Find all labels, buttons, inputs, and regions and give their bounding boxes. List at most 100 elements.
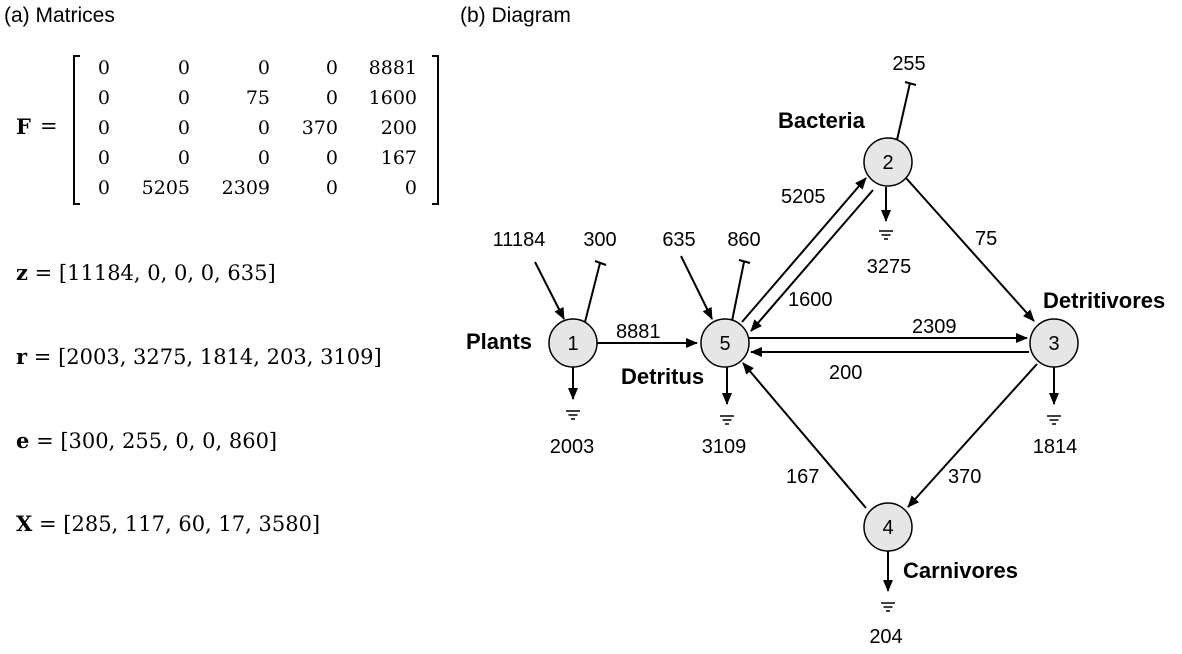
edge-2-to-5 xyxy=(750,189,874,332)
vector-e-equals: = xyxy=(36,429,54,453)
matrix-cell: 0 xyxy=(177,57,190,79)
matrix-cell: 8881 xyxy=(368,57,417,79)
matrix-cell: 0 xyxy=(404,177,417,199)
export-label-1: 300 xyxy=(583,229,616,251)
edge-label-4-5: 167 xyxy=(786,466,819,488)
input-label-5: 635 xyxy=(662,229,695,251)
export-line-2 xyxy=(896,82,911,141)
node-2-name: Bacteria xyxy=(778,108,866,133)
input-arrow-1 xyxy=(534,261,565,320)
matrix-cell: 0 xyxy=(325,177,338,199)
node-5-circle xyxy=(700,318,750,368)
vector-z-value: [11184, 0, 0, 0, 635] xyxy=(58,261,276,285)
matrix-cell: 0 xyxy=(325,147,338,169)
export-label-2: 255 xyxy=(892,53,925,75)
vector-r-label: r xyxy=(16,344,28,369)
ground-icon-1 xyxy=(566,410,580,420)
matrix-cell: 0 xyxy=(97,177,110,199)
node-4-name: Carnivores xyxy=(903,558,1018,583)
ground-icon-3 xyxy=(1047,415,1061,425)
ground-icon-5 xyxy=(720,415,734,425)
matrix-cell: 370 xyxy=(301,117,338,139)
edge-label-2-5: 1600 xyxy=(788,289,833,311)
vector-r: r = [2003, 3275, 1814, 203, 3109] xyxy=(16,344,382,369)
export-line-5 xyxy=(731,261,745,322)
respiration-label-4: 204 xyxy=(869,626,902,648)
vector-x: X = [285, 117, 60, 17, 3580] xyxy=(16,511,320,536)
matrix-cell: 0 xyxy=(97,87,110,109)
matrix-cell: 0 xyxy=(257,57,270,79)
export-line-1 xyxy=(584,262,601,323)
vector-e-label: e xyxy=(16,428,30,453)
export-bar-2 xyxy=(904,81,917,86)
respiration-label-3: 1814 xyxy=(1033,436,1078,458)
node-1-circle xyxy=(548,318,598,368)
panel-b-title: (b) Diagram xyxy=(460,4,571,27)
vector-r-value: [2003, 3275, 1814, 203, 3109] xyxy=(58,345,382,369)
matrix-cell: 0 xyxy=(97,57,110,79)
export-bar-5 xyxy=(738,259,751,264)
node-1-id: 1 xyxy=(567,333,578,355)
matrix-cell: 0 xyxy=(257,147,270,169)
matrix-cell: 0 xyxy=(257,117,270,139)
node-4-id: 4 xyxy=(882,517,893,539)
matrix-cell: 0 xyxy=(97,117,110,139)
matrix-cell: 0 xyxy=(325,57,338,79)
matrix-f-brackets xyxy=(73,55,439,205)
edge-label-2-3: 75 xyxy=(975,228,997,250)
vector-r-equals: = xyxy=(33,345,52,369)
edge-label-3-4: 370 xyxy=(948,466,981,488)
node-4-circle xyxy=(863,502,913,552)
node-3-circle xyxy=(1029,318,1079,368)
matrix-cell: 167 xyxy=(380,147,417,169)
edge-label-1-5: 8881 xyxy=(616,321,661,343)
export-label-5: 860 xyxy=(727,229,760,251)
ground-symbols xyxy=(566,230,1061,612)
matrix-cell: 1600 xyxy=(368,87,417,109)
edge-label-5-3: 2309 xyxy=(912,316,957,338)
matrix-cell: 0 xyxy=(177,87,190,109)
respiration-label-5: 3109 xyxy=(702,436,747,458)
matrix-right-bracket xyxy=(432,55,439,205)
matrix-left-bracket xyxy=(73,55,80,205)
matrix-cell: 0 xyxy=(97,147,110,169)
matrix-f-equals: = xyxy=(40,114,58,138)
edge-4-to-5 xyxy=(742,362,867,509)
edge-3-to-4 xyxy=(907,363,1038,508)
node-3-id: 3 xyxy=(1048,333,1059,355)
edge-5-to-2 xyxy=(741,177,867,323)
vector-z-equals: = xyxy=(34,261,53,285)
node-3-name: Detritivores xyxy=(1043,288,1165,313)
matrix-cell: 200 xyxy=(380,117,417,139)
matrix-f-label: F xyxy=(16,114,31,139)
node-2-circle xyxy=(863,137,913,187)
input-arrow-5 xyxy=(680,255,713,320)
matrix-cell: 0 xyxy=(177,147,190,169)
ground-icon-4 xyxy=(881,602,895,612)
matrix-cell: 5205 xyxy=(141,177,190,199)
vector-x-label: X xyxy=(16,511,33,536)
respiration-label-1: 2003 xyxy=(550,436,595,458)
vector-x-equals: = xyxy=(38,512,57,536)
node-2-id: 2 xyxy=(882,152,893,174)
vector-e: e = [300, 255, 0, 0, 860] xyxy=(16,428,277,453)
matrix-cell: 0 xyxy=(177,117,190,139)
vector-z: z = [11184, 0, 0, 0, 635] xyxy=(16,260,276,285)
node-5-id: 5 xyxy=(719,333,730,355)
ground-icon-2 xyxy=(879,230,893,240)
matrix-cell: 75 xyxy=(245,87,270,109)
vector-e-value: [300, 255, 0, 0, 860] xyxy=(60,429,278,453)
edge-label-3-5: 200 xyxy=(829,362,862,384)
node-5-name: Detritus xyxy=(621,364,704,389)
export-bar-1 xyxy=(594,260,607,266)
vector-z-label: z xyxy=(16,260,28,285)
edge-label-5-2: 5205 xyxy=(781,186,826,208)
input-label-1: 11184 xyxy=(493,229,546,251)
panel-a-title: (a) Matrices xyxy=(4,4,115,27)
vector-x-value: [285, 117, 60, 17, 3580] xyxy=(63,512,321,536)
edge-2-to-3 xyxy=(905,177,1035,322)
matrix-cell: 0 xyxy=(325,87,338,109)
matrix-cell: 2309 xyxy=(221,177,270,199)
respiration-label-2: 3275 xyxy=(867,256,912,278)
